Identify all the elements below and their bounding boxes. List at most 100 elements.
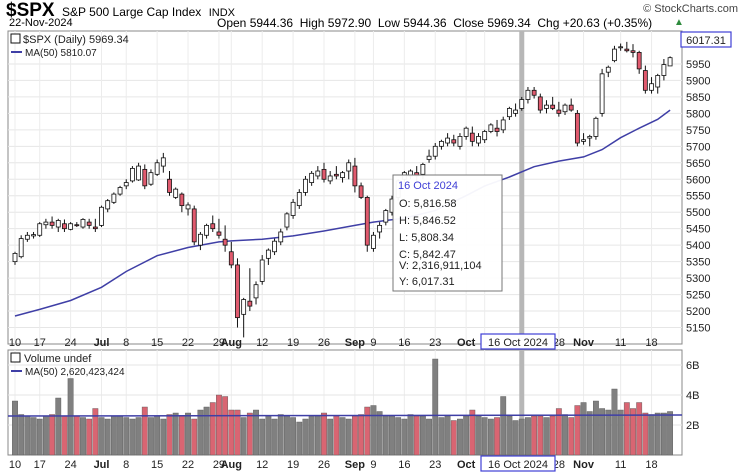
candle [469, 132, 475, 142]
candle [476, 136, 481, 144]
candle [463, 127, 469, 137]
tooltip-y: Y: 6,017.31 [399, 276, 455, 288]
volume-bar [438, 417, 445, 456]
volume-bar [160, 418, 167, 456]
volume-bar [259, 418, 266, 456]
volume-bar [135, 417, 142, 456]
volume-bar [110, 415, 117, 456]
price-tick-label: 5700 [686, 141, 710, 153]
last-price-tag: 6017.31 [680, 31, 732, 48]
volume-tick-label: 6B [686, 360, 699, 372]
candle [525, 89, 531, 100]
candle [228, 251, 234, 266]
volume-bar [302, 418, 309, 456]
volume-bar [80, 417, 86, 456]
volume-bar [172, 412, 179, 456]
volume-bar [191, 418, 198, 456]
candle [167, 178, 172, 193]
x-tick-label: 29 [213, 337, 225, 349]
candle [383, 210, 389, 223]
x-tick-label: 9 [370, 459, 376, 471]
x-tick-label: 28 [553, 459, 565, 471]
x-tick-label: 26 [318, 337, 330, 349]
ohlc-summary: Open 5944.36 High 5972.90 Low 5944.36 Cl… [217, 16, 653, 30]
volume-tick-label: 4B [686, 390, 699, 402]
volume-bar [562, 414, 568, 456]
volume-bar [222, 396, 229, 456]
volume-bar [500, 396, 507, 456]
volume-bar [228, 409, 235, 456]
volume-bar [203, 406, 210, 456]
volume-bar [586, 411, 593, 456]
candle [340, 172, 345, 179]
volume-bar [568, 417, 575, 456]
candle [123, 182, 129, 187]
candle [630, 50, 636, 53]
volume-bar [12, 400, 18, 456]
volume-bar [531, 415, 538, 456]
candle [179, 193, 185, 207]
candle [482, 131, 488, 141]
x-tick-label: 11 [615, 459, 626, 471]
candle [37, 223, 43, 236]
volume-bar [166, 414, 173, 456]
price-series-label: $SPX (Daily) 5969.34 [23, 34, 129, 46]
volume-bar [265, 415, 272, 456]
volume-tick-label: 2B [686, 420, 699, 432]
candle [544, 104, 549, 109]
candle [272, 240, 277, 253]
volume-bar [327, 418, 334, 456]
price-tick-label: 5500 [686, 207, 710, 219]
volume-bar [98, 417, 105, 456]
x-tick-label: 28 [553, 337, 565, 349]
candle [309, 172, 315, 183]
volume-bar [185, 412, 191, 456]
volume-bar [178, 415, 185, 456]
candle [278, 231, 284, 243]
x-tick-label: Jul [94, 459, 110, 471]
candle [556, 109, 562, 114]
crosshair-line [519, 31, 525, 344]
volume-bar [277, 414, 284, 456]
volume-bar [407, 414, 414, 456]
x-tick-label: 10 [9, 459, 21, 471]
candle [649, 83, 654, 91]
volume-bar [605, 409, 612, 456]
candle [587, 136, 593, 139]
x-tick-label: Jul [94, 337, 110, 349]
candle [636, 52, 642, 70]
volume-bar [358, 414, 364, 456]
candle [235, 264, 240, 319]
volume-bar [308, 415, 315, 456]
volume-bar [49, 414, 55, 456]
volume-bar [123, 417, 130, 456]
candle [605, 66, 611, 73]
x-tick-label: 23 [429, 337, 441, 349]
symbol: $SPX [6, 0, 55, 21]
price-tick-label: 5950 [686, 59, 710, 71]
volume-bar [512, 420, 519, 456]
tooltip-date: 16 Oct 2024 [398, 180, 458, 192]
candle [117, 187, 123, 195]
volume-bar [444, 415, 451, 456]
candle [364, 196, 370, 246]
volume-bar [290, 417, 296, 456]
x-tick-label: 17 [34, 459, 46, 471]
volume-bar [389, 415, 395, 456]
volume-bar [469, 409, 476, 456]
volume-bar [364, 406, 371, 456]
price-tick-label: 5150 [686, 323, 710, 335]
price-tick-label: 5200 [686, 306, 710, 318]
volume-axis: 2B 4B 6B [686, 360, 699, 432]
x-tick-label: Sep [345, 337, 365, 349]
volume-bar [197, 409, 204, 456]
candle [185, 204, 191, 210]
x-tick-label: 26 [318, 459, 330, 471]
volume-bar [67, 378, 74, 456]
candle [111, 193, 117, 203]
volume-bar [475, 415, 482, 456]
volume-bar [296, 421, 303, 456]
volume-bar [395, 417, 402, 456]
x-tick-label: Sep [345, 459, 365, 471]
volume-bar [246, 412, 253, 456]
